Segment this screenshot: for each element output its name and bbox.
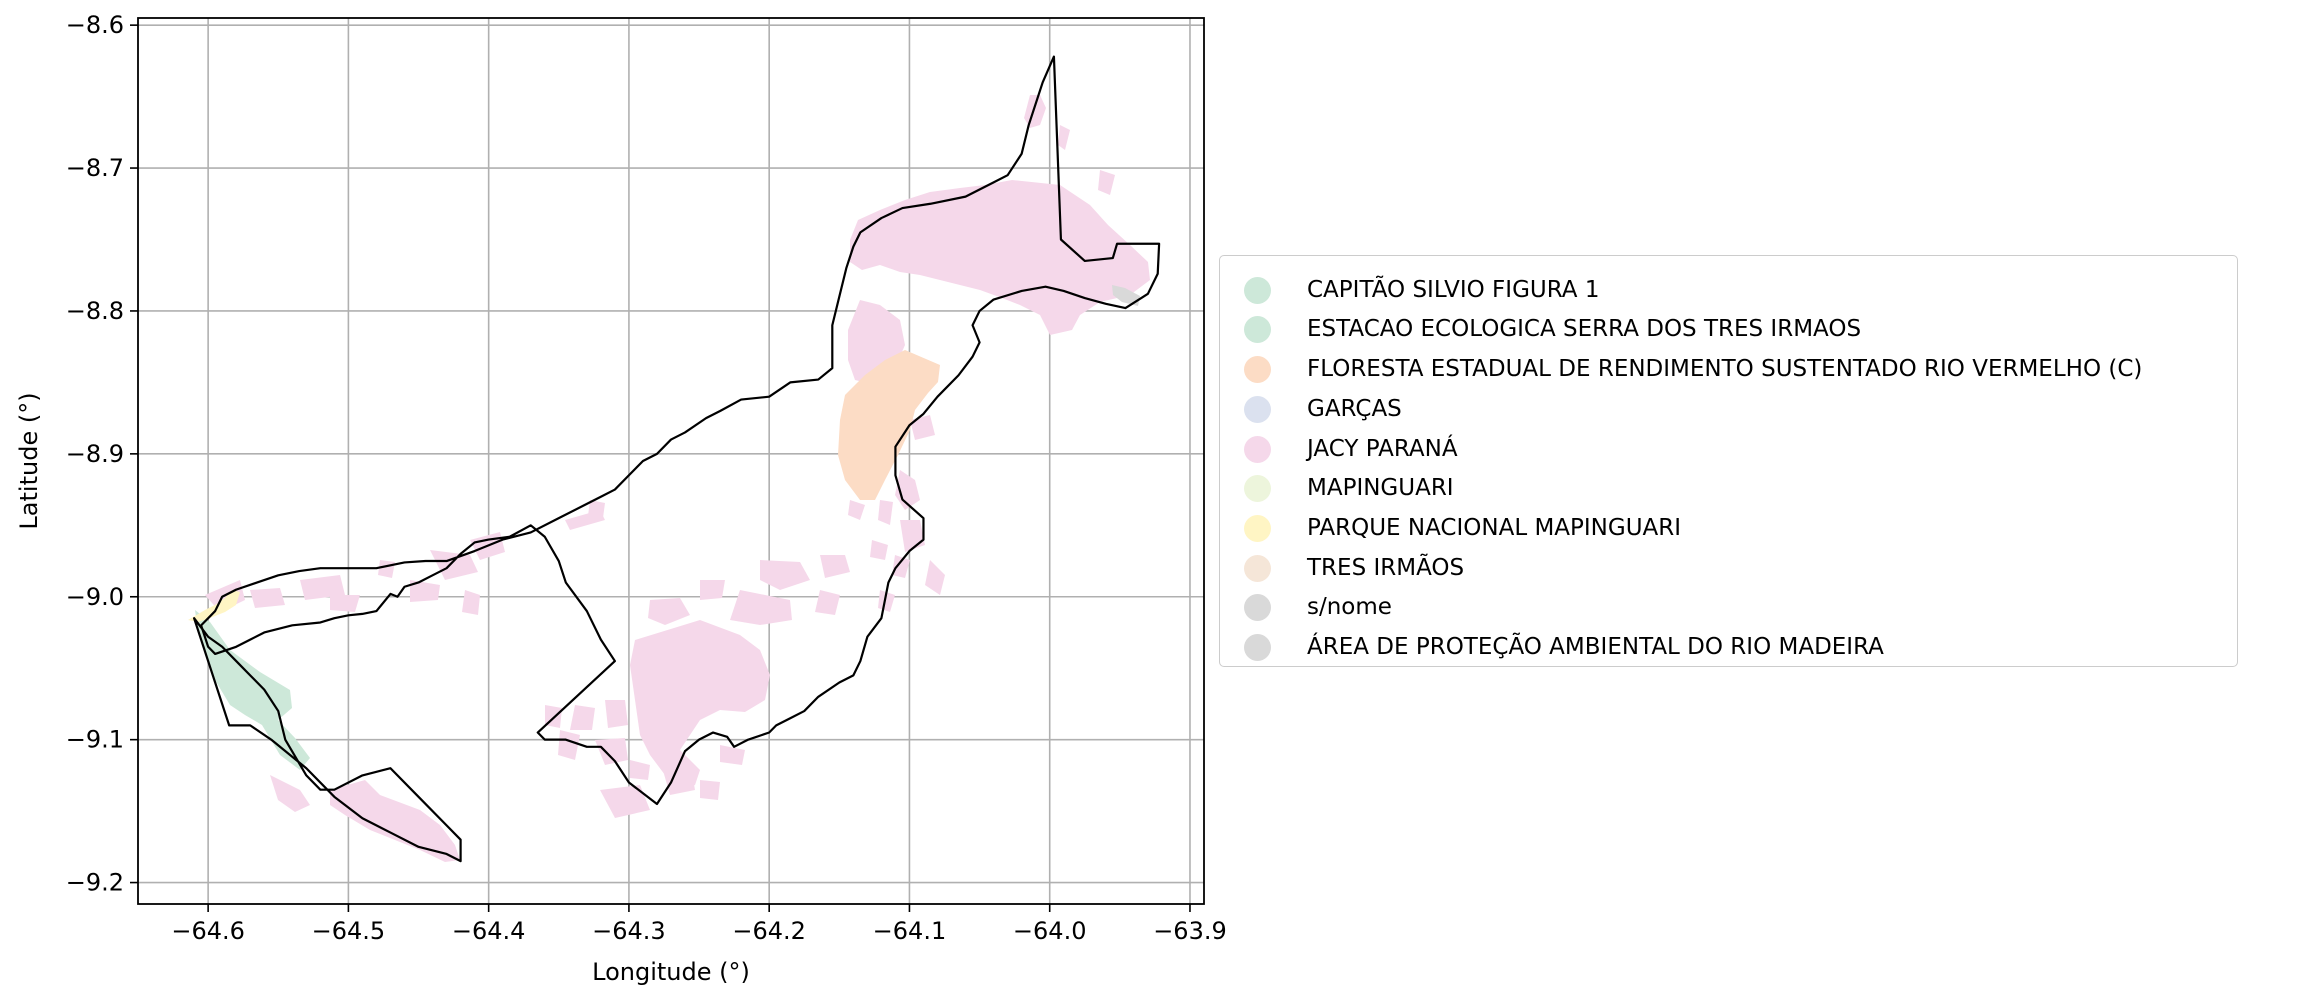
legend-marker-icon [1244, 435, 1271, 463]
x-axis-label: Longitude (°) [592, 958, 750, 986]
y-tick-label: −9.0 [66, 583, 124, 611]
area-parque-nacional [188, 590, 240, 622]
legend-label: ÁREA DE PROTEÇÃO AMBIENTAL DO RIO MADEIR… [1307, 634, 1884, 660]
legend-item: GARÇAS [1220, 392, 1402, 426]
legend-label: PARQUE NACIONAL MAPINGUARI [1307, 515, 1682, 541]
y-axis-label: Latitude (°) [15, 392, 43, 529]
x-tick-label: −63.9 [1153, 917, 1227, 945]
map-features [188, 55, 1161, 863]
legend-marker-icon [1244, 355, 1271, 383]
y-tick-label: −8.7 [66, 154, 124, 182]
legend-marker-icon [1244, 633, 1271, 661]
legend-item: CAPITÃO SILVIO FIGURA 1 [1220, 273, 1599, 307]
legend-item: JACY PARANÁ [1220, 432, 1458, 466]
legend-label: MAPINGUARI [1307, 475, 1454, 501]
legend-label: TRES IRMÃOS [1307, 555, 1465, 581]
legend-label: GARÇAS [1307, 396, 1402, 422]
x-tick-label: −64.2 [732, 917, 806, 945]
legend-marker-icon [1244, 554, 1271, 582]
y-tick-label: −8.6 [66, 11, 124, 39]
legend-label: FLORESTA ESTADUAL DE RENDIMENTO SUSTENTA… [1307, 356, 2143, 382]
y-tick-label: −8.8 [66, 297, 124, 325]
legend-item: ÁREA DE PROTEÇÃO AMBIENTAL DO RIO MADEIR… [1220, 630, 1884, 664]
legend-item: TRES IRMÃOS [1220, 551, 1464, 585]
legend-item: MAPINGUARI [1220, 471, 1454, 505]
axes-frame [137, 17, 1205, 905]
legend-item: PARQUE NACIONAL MAPINGUARI [1220, 511, 1681, 545]
legend: CAPITÃO SILVIO FIGURA 1 ESTACAO ECOLOGICA… [1219, 255, 2238, 667]
boundary-polygon [200, 55, 1161, 806]
x-tick-label: −64.1 [873, 917, 947, 945]
legend-item: ESTACAO ECOLOGICA SERRA DOS TRES IRMAOS [1220, 312, 1861, 346]
legend-item: s/nome [1220, 590, 1392, 624]
legend-marker-icon [1244, 395, 1271, 423]
legend-label: JACY PARANÁ [1307, 436, 1458, 462]
legend-marker-icon [1244, 276, 1271, 304]
y-tick-label: −9.1 [66, 726, 124, 754]
legend-item: FLORESTA ESTADUAL DE RENDIMENTO SUSTENTA… [1220, 352, 2142, 386]
boundary-main [193, 55, 1161, 863]
legend-label: ESTACAO ECOLOGICA SERRA DOS TRES IRMAOS [1307, 316, 1862, 342]
legend-marker-icon [1244, 315, 1271, 343]
boundary-polygon [193, 617, 462, 863]
x-tick-label: −64.6 [171, 917, 245, 945]
x-tick-label: −64.5 [312, 917, 386, 945]
y-tick-label: −9.2 [66, 869, 124, 897]
x-tick-label: −64.4 [452, 917, 526, 945]
legend-marker-icon [1244, 593, 1271, 621]
legend-marker-icon [1244, 474, 1271, 502]
legend-label: CAPITÃO SILVIO FIGURA 1 [1307, 277, 1600, 303]
x-tick-label: −64.0 [1013, 917, 1087, 945]
y-tick-label: −8.9 [66, 440, 124, 468]
area-s-nome [1112, 285, 1140, 306]
legend-marker-icon [1244, 514, 1271, 542]
area-floresta-estadual [838, 350, 940, 500]
axis-ticks: −64.6 −64.5 −64.4 −64.3 −64.2 −64.1 −64.0 −63.9… [66, 11, 1227, 945]
x-tick-label: −64.3 [592, 917, 666, 945]
legend-label: s/nome [1307, 594, 1392, 620]
